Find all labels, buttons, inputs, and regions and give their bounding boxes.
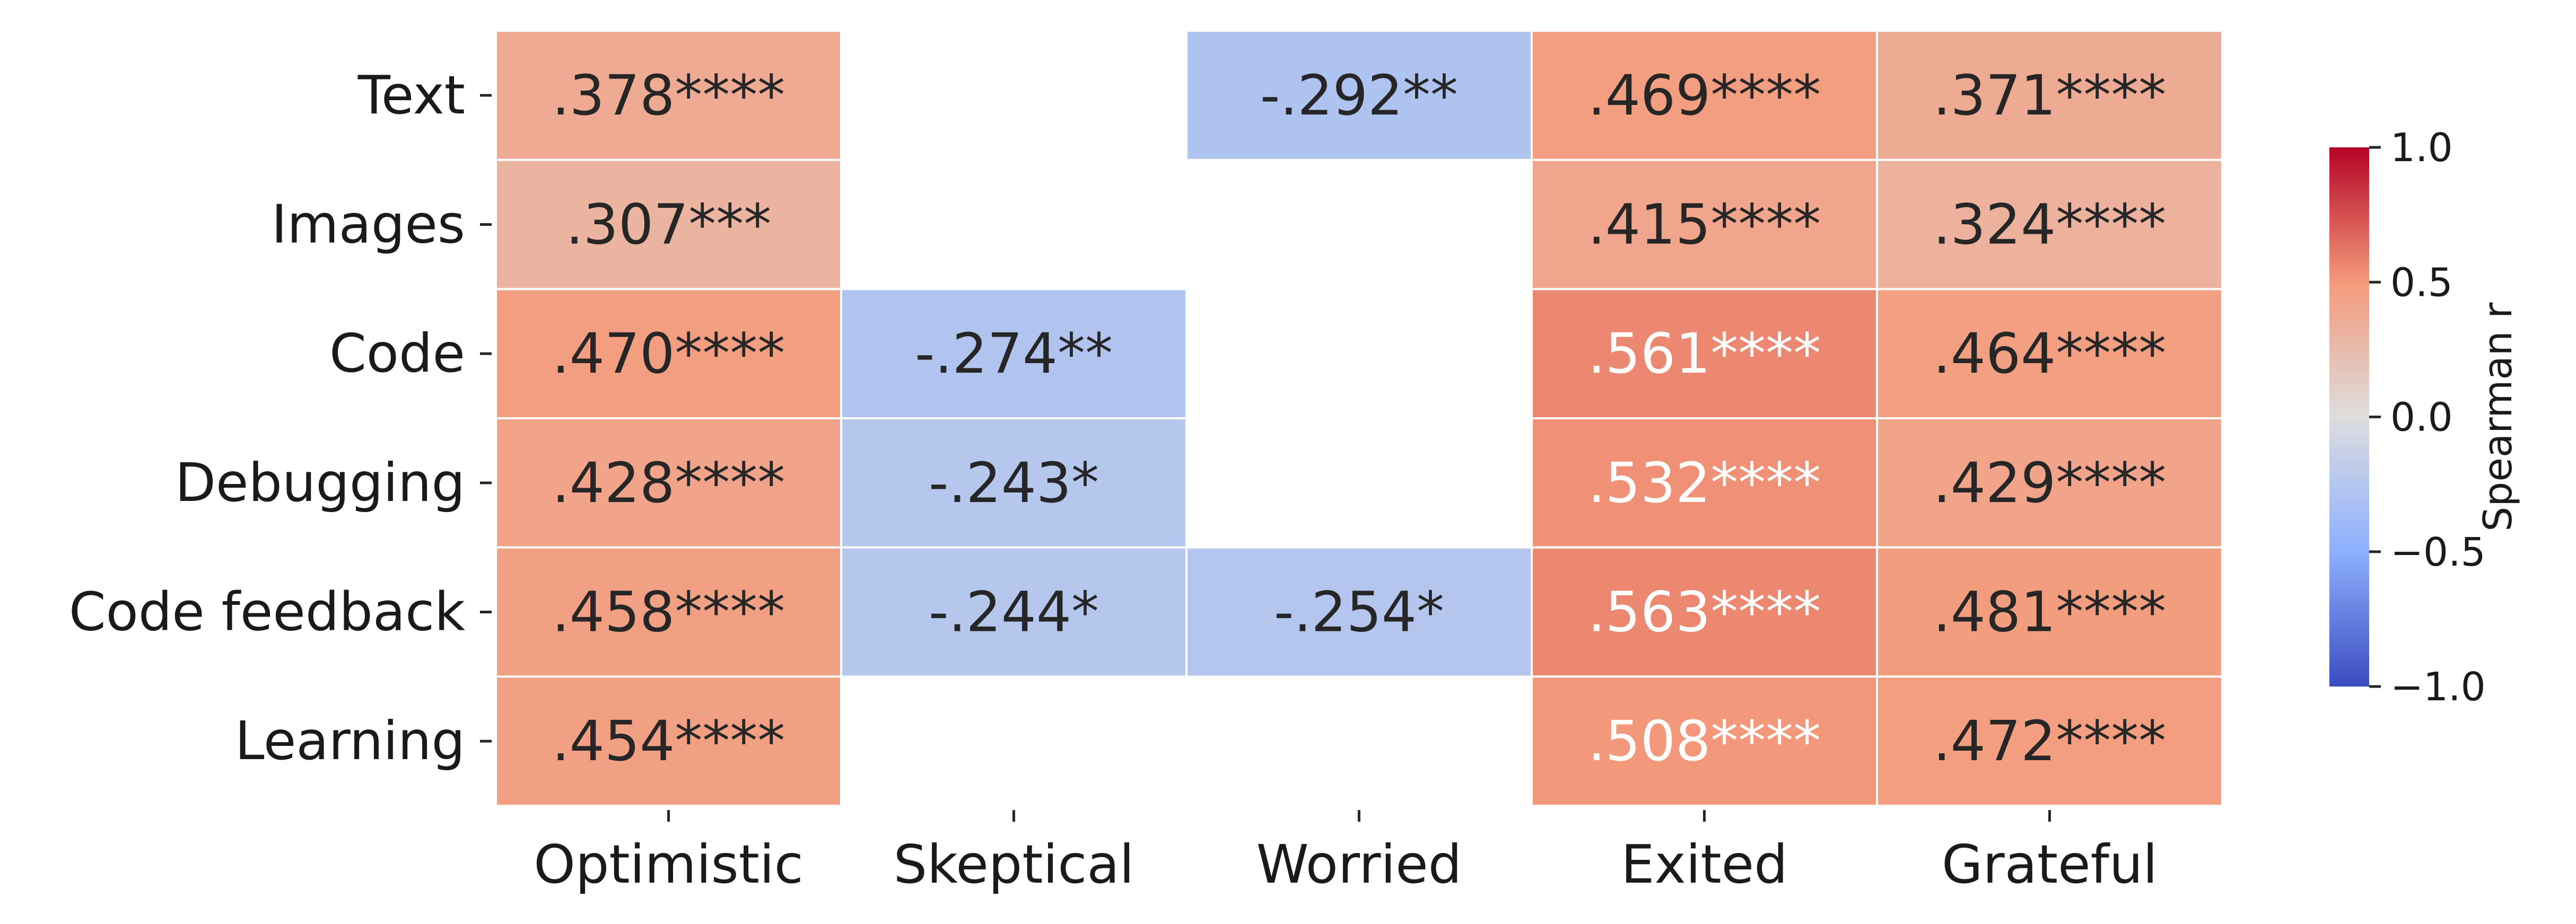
cell-annotation-images-optimistic: .307*** (566, 192, 772, 257)
cell-annotations: .378**** -.292** .469**** .371**** .307*** .4… (552, 63, 2167, 773)
row-label-code-feedback: Code feedback (69, 581, 465, 643)
colorbar-tick-label: −1.0 (2390, 664, 2486, 710)
heatmap-cell-debugging-grateful (1876, 417, 2223, 549)
cell-annotation-code-feedback-exited: .563**** (1588, 580, 1821, 645)
cell-annotation-debugging-grateful: .429**** (1933, 451, 2167, 515)
cell-annotation-learning-grateful: .472**** (1933, 709, 2167, 773)
cell-annotation-code-feedback-worried: -.254* (1274, 580, 1444, 645)
heatmap-cell-code-feedback-skeptical (840, 546, 1187, 678)
heatmap-cells (495, 30, 2223, 807)
heatmap-cell-text-exited (1531, 30, 1878, 161)
cell-annotation-images-exited: .415**** (1588, 192, 1821, 257)
heatmap-cell-text-worried (1185, 30, 1533, 161)
row-label-learning: Learning (235, 710, 465, 772)
colorbar-tick-label: 0.5 (2390, 260, 2453, 305)
column-label-exited: Exited (1621, 833, 1787, 895)
cell-annotation-code-grateful: .464**** (1933, 321, 2167, 386)
column-label-optimistic: Optimistic (534, 833, 803, 895)
heatmap-cell-code-feedback-worried (1185, 546, 1533, 678)
heatmap-cell-debugging-optimistic (495, 417, 842, 549)
cell-annotation-text-worried: -.292** (1260, 63, 1458, 128)
column-label-skeptical: Skeptical (894, 833, 1134, 895)
cell-annotation-code-optimistic: .470**** (552, 321, 785, 386)
cell-annotation-debugging-exited: .532**** (1588, 451, 1821, 515)
row-label-text: Text (357, 64, 465, 126)
colorbar-tick-label: 0.0 (2390, 395, 2453, 441)
colorbar-tick-label: 1.0 (2390, 125, 2453, 171)
heatmap-cell-code-exited (1531, 288, 1878, 419)
column-label-grateful: Grateful (1942, 833, 2158, 895)
heatmap-cell-text-optimistic (495, 30, 842, 161)
heatmap-cell-learning-optimistic (495, 675, 842, 807)
row-label-debugging: Debugging (175, 452, 465, 514)
column-labels: Optimistic Skeptical Worried Exited Grateful (534, 810, 2158, 895)
colorbar: 1.0 0.5 0.0 −0.5 −1.0 Spearman r (2329, 125, 2521, 710)
cell-annotation-code-feedback-skeptical: -.244* (929, 580, 1099, 645)
heatmap-cell-learning-grateful (1876, 675, 2223, 807)
cell-annotation-code-skeptical: -.274** (915, 321, 1113, 386)
row-labels: Text Images Code Debugging Code feedback Lear… (69, 64, 492, 772)
column-label-worried: Worried (1256, 833, 1462, 895)
cell-annotation-code-feedback-grateful: .481**** (1933, 580, 2167, 645)
cell-annotation-code-exited: .561**** (1588, 321, 1821, 386)
colorbar-label: Spearman r (2475, 302, 2521, 532)
heatmap-cell-code-feedback-grateful (1876, 546, 2223, 678)
heatmap-cell-code-feedback-optimistic (495, 546, 842, 678)
heatmap-cell-code-skeptical (840, 288, 1187, 419)
colorbar-gradient (2329, 147, 2369, 687)
heatmap-cell-images-grateful (1876, 159, 2223, 291)
heatmap-cell-debugging-skeptical (840, 417, 1187, 549)
cell-annotation-learning-optimistic: .454**** (552, 709, 785, 773)
row-label-code: Code (329, 322, 465, 384)
cell-annotation-debugging-skeptical: -.243* (929, 451, 1099, 515)
cell-annotation-text-exited: .469**** (1588, 63, 1821, 128)
colorbar-tick-label: −0.5 (2390, 530, 2486, 575)
cell-annotation-text-grateful: .371**** (1933, 63, 2167, 128)
cell-annotation-debugging-optimistic: .428**** (552, 451, 785, 515)
cell-annotation-learning-exited: .508**** (1588, 709, 1821, 773)
row-label-images: Images (272, 193, 465, 256)
cell-annotation-text-optimistic: .378**** (552, 63, 785, 128)
heatmap-cell-debugging-exited (1531, 417, 1878, 549)
heatmap-cell-text-grateful (1876, 30, 2223, 161)
heatmap-cell-code-optimistic (495, 288, 842, 419)
cell-annotation-code-feedback-optimistic: .458**** (552, 580, 785, 645)
heatmap-cell-learning-exited (1531, 675, 1878, 807)
heatmap-cell-code-feedback-exited (1531, 546, 1878, 678)
cell-annotation-images-grateful: .324**** (1933, 192, 2167, 257)
